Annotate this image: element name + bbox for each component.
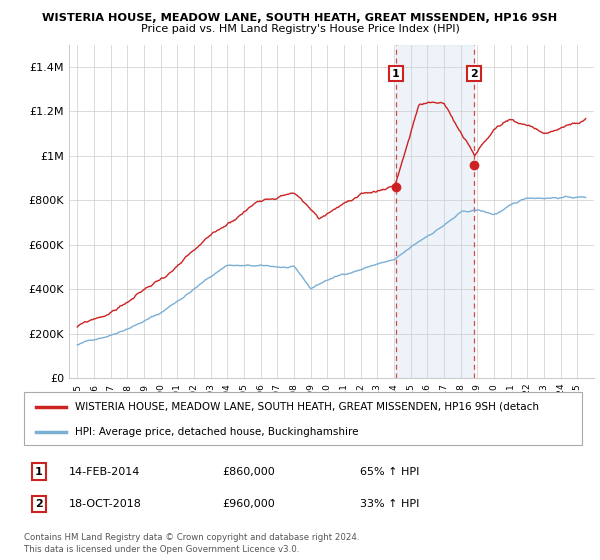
Text: 1: 1 [392,69,400,78]
Text: Contains HM Land Registry data © Crown copyright and database right 2024.: Contains HM Land Registry data © Crown c… [24,533,359,542]
Text: £860,000: £860,000 [222,466,275,477]
Text: WISTERIA HOUSE, MEADOW LANE, SOUTH HEATH, GREAT MISSENDEN, HP16 9SH: WISTERIA HOUSE, MEADOW LANE, SOUTH HEATH… [43,13,557,23]
Text: WISTERIA HOUSE, MEADOW LANE, SOUTH HEATH, GREAT MISSENDEN, HP16 9SH (detach: WISTERIA HOUSE, MEADOW LANE, SOUTH HEATH… [75,402,539,412]
Text: 2: 2 [470,69,478,78]
Text: Price paid vs. HM Land Registry's House Price Index (HPI): Price paid vs. HM Land Registry's House … [140,24,460,34]
Text: 65% ↑ HPI: 65% ↑ HPI [360,466,419,477]
Text: 2: 2 [35,499,43,509]
Text: 33% ↑ HPI: 33% ↑ HPI [360,499,419,509]
Text: 18-OCT-2018: 18-OCT-2018 [69,499,142,509]
Text: This data is licensed under the Open Government Licence v3.0.: This data is licensed under the Open Gov… [24,545,299,554]
Bar [396,45,474,378]
Text: 1: 1 [35,466,43,477]
Text: 14-FEB-2014: 14-FEB-2014 [69,466,140,477]
Text: HPI: Average price, detached house, Buckinghamshire: HPI: Average price, detached house, Buck… [75,427,359,437]
Text: £960,000: £960,000 [222,499,275,509]
